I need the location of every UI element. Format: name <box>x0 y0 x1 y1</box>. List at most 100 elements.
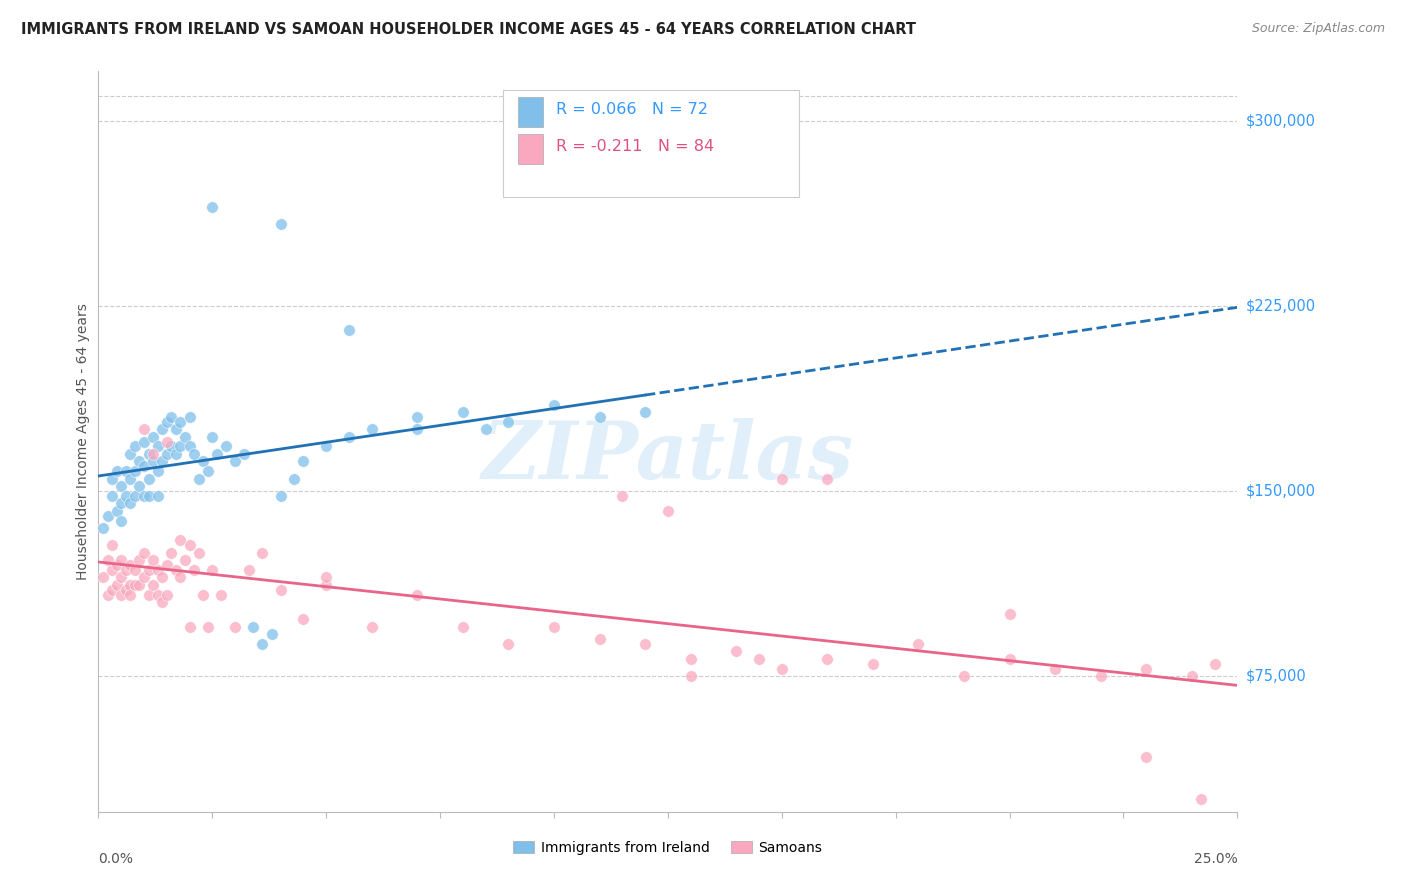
Point <box>124 464 146 478</box>
Text: $225,000: $225,000 <box>1246 298 1316 313</box>
Point <box>657 503 679 517</box>
Point <box>142 429 165 443</box>
Point <box>150 422 173 436</box>
Point <box>315 440 337 454</box>
Point <box>588 409 610 424</box>
Point <box>132 570 155 584</box>
Point <box>142 553 165 567</box>
Point <box>132 459 155 474</box>
Point <box>1043 662 1066 676</box>
Point <box>224 454 246 468</box>
Point <box>101 471 124 485</box>
Point <box>197 619 219 633</box>
Point <box>224 619 246 633</box>
Point <box>105 464 128 478</box>
Text: R = -0.211   N = 84: R = -0.211 N = 84 <box>557 139 714 154</box>
Point <box>120 447 142 461</box>
Point <box>114 464 136 478</box>
Point <box>179 440 201 454</box>
Point <box>292 454 315 468</box>
Point <box>110 496 132 510</box>
Point <box>101 582 124 597</box>
Point <box>201 200 224 214</box>
Point <box>138 489 160 503</box>
Point <box>183 563 205 577</box>
Point <box>815 471 838 485</box>
Point <box>770 471 793 485</box>
Point <box>110 479 132 493</box>
Point <box>124 563 146 577</box>
Point <box>1204 657 1226 671</box>
Point <box>114 563 136 577</box>
Point <box>96 553 118 567</box>
Point <box>406 588 429 602</box>
Point <box>315 577 337 591</box>
Point <box>96 508 118 523</box>
Point <box>451 619 474 633</box>
Point <box>174 553 197 567</box>
Point <box>634 405 657 419</box>
Point <box>260 627 283 641</box>
Point <box>132 422 155 436</box>
Point <box>110 588 132 602</box>
Point <box>165 422 187 436</box>
Point <box>169 415 191 429</box>
Point <box>238 563 260 577</box>
Point <box>1189 792 1212 806</box>
Point <box>120 588 142 602</box>
Point <box>748 651 770 665</box>
Point <box>588 632 610 646</box>
Point <box>156 558 179 572</box>
Point <box>197 464 219 478</box>
Point <box>91 570 114 584</box>
Point <box>612 489 634 503</box>
Point <box>1135 750 1157 764</box>
Point <box>270 582 292 597</box>
Point <box>183 447 205 461</box>
Point <box>498 415 520 429</box>
Point <box>138 563 160 577</box>
Point <box>907 637 929 651</box>
Point <box>451 405 474 419</box>
Point <box>998 651 1021 665</box>
Point <box>146 489 169 503</box>
Point <box>283 471 305 485</box>
Point <box>114 582 136 597</box>
Point <box>124 489 146 503</box>
Point <box>770 662 793 676</box>
Point <box>91 521 114 535</box>
Point <box>165 563 187 577</box>
Point <box>110 553 132 567</box>
Point <box>160 409 183 424</box>
Point <box>193 454 215 468</box>
Point <box>725 644 748 658</box>
Point <box>201 429 224 443</box>
Point <box>174 429 197 443</box>
Point <box>406 409 429 424</box>
Point <box>105 503 128 517</box>
Point <box>209 588 232 602</box>
Point <box>169 533 191 548</box>
Point <box>815 651 838 665</box>
Point <box>114 489 136 503</box>
Point <box>998 607 1021 622</box>
Text: $75,000: $75,000 <box>1246 668 1306 683</box>
Point <box>360 619 382 633</box>
Point <box>128 479 150 493</box>
Point <box>120 471 142 485</box>
Point <box>193 588 215 602</box>
Point <box>132 434 155 449</box>
Text: $150,000: $150,000 <box>1246 483 1316 499</box>
Point <box>156 447 179 461</box>
Point <box>187 545 209 560</box>
Point <box>142 577 165 591</box>
Text: 25.0%: 25.0% <box>1194 853 1237 866</box>
Point <box>179 538 201 552</box>
Point <box>110 514 132 528</box>
Point <box>270 218 292 232</box>
Point <box>270 489 292 503</box>
FancyBboxPatch shape <box>503 90 799 197</box>
Point <box>862 657 884 671</box>
Point <box>360 422 382 436</box>
Point <box>101 563 124 577</box>
